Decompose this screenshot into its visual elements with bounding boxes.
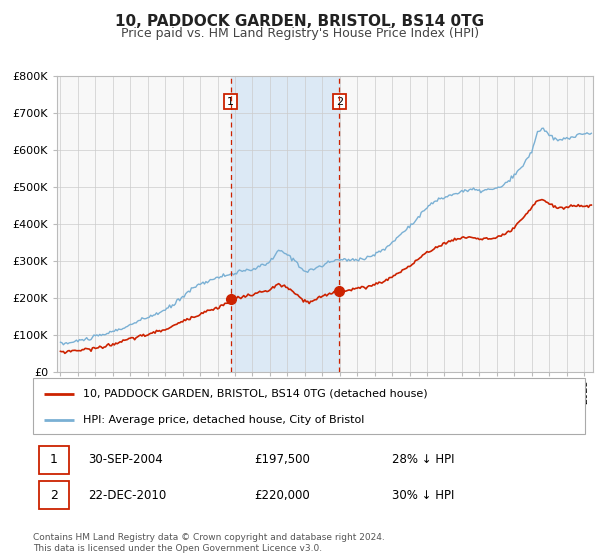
Text: 28% ↓ HPI: 28% ↓ HPI (392, 454, 454, 466)
Text: 22-DEC-2010: 22-DEC-2010 (88, 488, 166, 502)
Text: £220,000: £220,000 (254, 488, 310, 502)
Text: 30% ↓ HPI: 30% ↓ HPI (392, 488, 454, 502)
Text: 10, PADDOCK GARDEN, BRISTOL, BS14 0TG: 10, PADDOCK GARDEN, BRISTOL, BS14 0TG (115, 14, 485, 29)
Text: 30-SEP-2004: 30-SEP-2004 (88, 454, 163, 466)
Text: 1: 1 (50, 454, 58, 466)
Text: 2: 2 (50, 488, 58, 502)
Text: 10, PADDOCK GARDEN, BRISTOL, BS14 0TG (detached house): 10, PADDOCK GARDEN, BRISTOL, BS14 0TG (d… (83, 389, 427, 399)
Text: Price paid vs. HM Land Registry's House Price Index (HPI): Price paid vs. HM Land Registry's House … (121, 27, 479, 40)
FancyBboxPatch shape (38, 481, 69, 509)
FancyBboxPatch shape (38, 446, 69, 474)
Text: HPI: Average price, detached house, City of Bristol: HPI: Average price, detached house, City… (83, 415, 364, 425)
Text: 1: 1 (227, 96, 234, 106)
Text: 2: 2 (335, 96, 343, 106)
Bar (230, 76, 339, 372)
Text: £197,500: £197,500 (254, 454, 310, 466)
Text: Contains HM Land Registry data © Crown copyright and database right 2024.
This d: Contains HM Land Registry data © Crown c… (33, 533, 385, 553)
